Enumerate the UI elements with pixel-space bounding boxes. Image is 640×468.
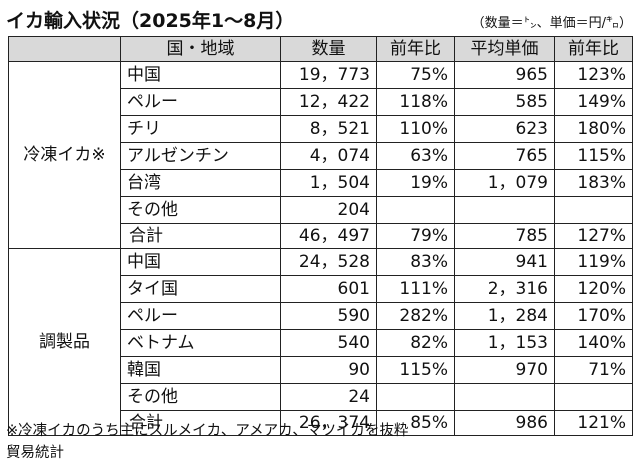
cell-quantity-yoy: 85% — [376, 410, 455, 436]
table-row: 韓国 90 115% 970 71% — [9, 356, 633, 384]
cell-region: その他 — [120, 196, 281, 224]
cell-quantity: 24 — [280, 383, 377, 411]
cell-quantity-yoy: 75% — [376, 61, 455, 89]
cell-avg-price — [454, 196, 555, 224]
table-row-total: 合計 46，497 79% 785 127% — [9, 223, 633, 249]
cell-quantity-yoy: 63% — [376, 142, 455, 170]
cell-price-yoy: 149% — [554, 88, 633, 116]
cell-avg-price: 2，316 — [454, 275, 555, 303]
cell-price-yoy: 119% — [554, 248, 633, 276]
header-quantity: 数量 — [280, 36, 377, 62]
cell-price-yoy — [554, 196, 633, 224]
notes: ※冷凍イカのうち主にスルメイカ、アメアカ、マツイカを抜粋 貿易統計 — [6, 420, 408, 464]
cell-quantity-yoy: 83% — [376, 248, 455, 276]
cell-avg-price: 970 — [454, 356, 555, 384]
cell-price-yoy: 123% — [554, 61, 633, 89]
table-row: 台湾 1，504 19% 1，079 183% — [9, 169, 633, 197]
table-row: 冷凍イカ※ 中国 19，773 75% 965 123% — [8, 61, 633, 249]
table-row: 調製品 中国 24，528 83% 941 119% — [8, 248, 633, 436]
cell-price-yoy: 120% — [554, 275, 633, 303]
cell-quantity: 24，528 — [280, 248, 377, 276]
header-corner — [8, 36, 121, 62]
cell-quantity-yoy: 118% — [376, 88, 455, 116]
cell-quantity: 601 — [280, 275, 377, 303]
category-label: 冷凍イカ※ — [8, 61, 121, 249]
cell-price-yoy — [554, 383, 633, 411]
cell-region: 合計 — [120, 223, 281, 249]
cell-quantity-yoy: 19% — [376, 169, 455, 197]
cell-quantity-yoy: 111% — [376, 275, 455, 303]
cell-region: 韓国 — [120, 356, 281, 384]
cell-avg-price: 965 — [454, 61, 555, 89]
table-row: ペルー 12，422 118% 585 149% — [9, 88, 633, 116]
cell-avg-price: 785 — [454, 223, 555, 249]
cell-quantity: 8，521 — [280, 115, 377, 143]
cell-avg-price: 585 — [454, 88, 555, 116]
cell-region: ペルー — [120, 88, 281, 116]
cell-region: チリ — [120, 115, 281, 143]
table-row: チリ 8，521 110% 623 180% — [9, 115, 633, 143]
table-title: イカ輸入状況（2025年1～8月） — [6, 10, 295, 32]
header-region: 国・地域 — [120, 36, 281, 62]
header-quantity-yoy: 前年比 — [376, 36, 455, 62]
cell-quantity: 4，074 — [280, 142, 377, 170]
cell-avg-price: 941 — [454, 248, 555, 276]
cell-region: 合計 — [120, 410, 281, 436]
table-row: その他 204 — [9, 196, 633, 224]
cell-region: 中国 — [120, 61, 281, 89]
cell-quantity-yoy — [376, 196, 455, 224]
cell-avg-price: 623 — [454, 115, 555, 143]
cell-price-yoy: 180% — [554, 115, 633, 143]
header-avg-price: 平均単価 — [454, 36, 555, 62]
cell-quantity: 1，504 — [280, 169, 377, 197]
cell-price-yoy: 121% — [554, 410, 633, 436]
cell-quantity-yoy: 282% — [376, 302, 455, 330]
cell-avg-price: 765 — [454, 142, 555, 170]
cell-avg-price: 1，153 — [454, 329, 555, 357]
cell-avg-price: 1，079 — [454, 169, 555, 197]
cell-region: 台湾 — [120, 169, 281, 197]
cell-quantity: 90 — [280, 356, 377, 384]
unit-note: （数量＝㌧、単価＝円/㌔） — [471, 16, 632, 31]
cell-price-yoy: 140% — [554, 329, 633, 357]
cell-avg-price: 986 — [454, 410, 555, 436]
cell-quantity: 590 — [280, 302, 377, 330]
cell-quantity-yoy: 82% — [376, 329, 455, 357]
table-row-total: 合計 26，374 85% 986 121% — [9, 410, 633, 436]
cell-quantity-yoy: 79% — [376, 223, 455, 249]
cell-price-yoy: 71% — [554, 356, 633, 384]
cell-price-yoy: 127% — [554, 223, 633, 249]
cell-quantity-yoy: 115% — [376, 356, 455, 384]
cell-quantity: 26，374 — [280, 410, 377, 436]
footnote: ※冷凍イカのうち主にスルメイカ、アメアカ、マツイカを抜粋 — [6, 423, 409, 439]
cell-region: 中国 — [120, 248, 281, 276]
cell-price-yoy: 170% — [554, 302, 633, 330]
header-price-yoy: 前年比 — [554, 36, 633, 62]
cell-avg-price — [454, 383, 555, 411]
cell-region: その他 — [120, 383, 281, 411]
header-row: 国・地域 数量 前年比 平均単価 前年比 — [8, 36, 633, 62]
cell-quantity: 540 — [280, 329, 377, 357]
cell-quantity-yoy: 110% — [376, 115, 455, 143]
source-note: 貿易統計 — [6, 445, 64, 461]
cell-price-yoy: 115% — [554, 142, 633, 170]
cell-quantity: 19，773 — [280, 61, 377, 89]
cell-region: ペルー — [120, 302, 281, 330]
cell-avg-price: 1，284 — [454, 302, 555, 330]
table-row: ペルー 590 282% 1，284 170% — [9, 302, 633, 330]
table-row: タイ国 601 111% 2，316 120% — [9, 275, 633, 303]
cell-quantity-yoy — [376, 383, 455, 411]
cell-region: アルゼンチン — [120, 142, 281, 170]
cell-quantity: 12，422 — [280, 88, 377, 116]
cell-region: ベトナム — [120, 329, 281, 357]
cell-price-yoy: 183% — [554, 169, 633, 197]
category-label: 調製品 — [8, 248, 121, 436]
cell-quantity: 46，497 — [280, 223, 377, 249]
table-row: アルゼンチン 4，074 63% 765 115% — [9, 142, 633, 170]
import-table: 国・地域 数量 前年比 平均単価 前年比 冷凍イカ※ 中国 19，773 75% 965… — [8, 36, 633, 436]
cell-quantity: 204 — [280, 196, 377, 224]
cell-region: タイ国 — [120, 275, 281, 303]
